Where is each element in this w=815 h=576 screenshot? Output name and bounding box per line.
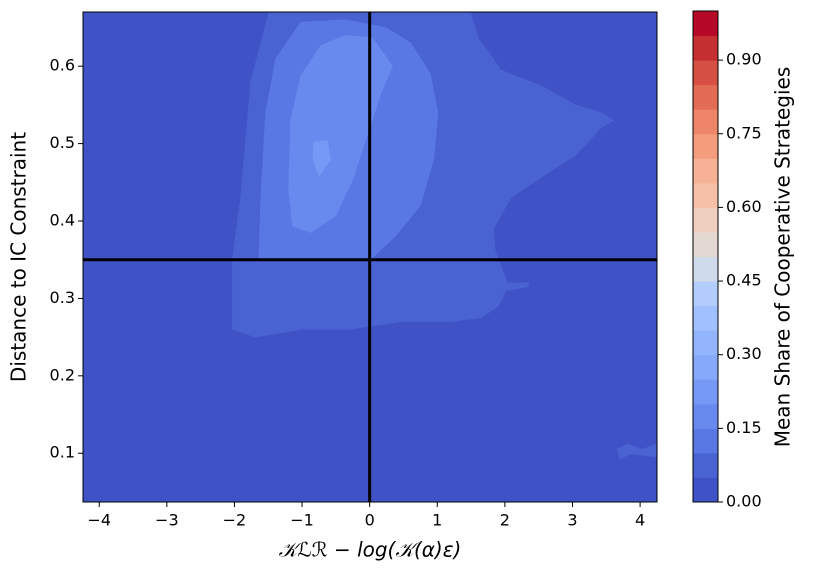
colorbar-band xyxy=(693,477,718,503)
x-tick-label: −2 xyxy=(223,511,247,530)
colorbar-band xyxy=(693,305,718,331)
colorbar-tick-label: 0.75 xyxy=(726,123,762,142)
colorbar-tick-label: 0.00 xyxy=(726,492,762,511)
colorbar-frame xyxy=(692,10,719,503)
colorbar-band xyxy=(693,231,718,257)
colorbar-tick-label: 0.45 xyxy=(726,271,762,290)
x-tick-label: 4 xyxy=(635,511,645,530)
y-tick-label: 0.2 xyxy=(50,365,75,384)
x-tick-label: 2 xyxy=(500,511,510,530)
colorbar-tick-label: 0.30 xyxy=(726,344,762,363)
x-tick-label: 0 xyxy=(365,511,375,530)
colorbar-band xyxy=(693,428,718,454)
y-tick-label: 0.5 xyxy=(50,133,75,152)
colorbar-band xyxy=(693,11,718,37)
contour-region xyxy=(312,140,331,177)
x-tick-label: 3 xyxy=(567,511,577,530)
y-tick-label: 0.6 xyxy=(50,56,75,75)
x-axis-label: 𝒦ℒℛ − log(𝒦(α)ε) xyxy=(279,538,462,562)
y-tick-label: 0.1 xyxy=(50,443,75,462)
colorbar-band xyxy=(693,60,718,86)
contour-region xyxy=(288,34,393,233)
colorbar-tick-label: 0.60 xyxy=(726,197,762,216)
x-tick-label: −3 xyxy=(155,511,179,530)
y-tick-label: 0.4 xyxy=(50,211,75,230)
x-tick-label: −1 xyxy=(290,511,314,530)
colorbar-band xyxy=(693,256,718,282)
colorbar-band xyxy=(693,354,718,380)
colorbar-band xyxy=(693,452,718,478)
colorbar-band xyxy=(693,281,718,307)
colorbar-band xyxy=(693,84,718,110)
colorbar-band xyxy=(693,35,718,61)
colorbar-band xyxy=(693,379,718,405)
x-tick-label: 1 xyxy=(432,511,442,530)
x-tick-label: −4 xyxy=(87,511,111,530)
colorbar-tick-label: 0.90 xyxy=(726,50,762,69)
colorbar-band xyxy=(693,182,718,208)
colorbar-band xyxy=(693,109,718,135)
colorbar-band xyxy=(693,158,718,184)
colorbar-band xyxy=(693,330,718,356)
y-tick-label: 0.3 xyxy=(50,288,75,307)
colorbar-label: Mean Share of Cooperative Strategies xyxy=(771,67,795,448)
colorbar-band xyxy=(693,133,718,159)
colorbar-band xyxy=(693,403,718,429)
colorbar-band xyxy=(693,207,718,233)
y-axis-label: Distance to IC Constraint xyxy=(7,132,31,382)
colorbar-tick-label: 0.15 xyxy=(726,418,762,437)
